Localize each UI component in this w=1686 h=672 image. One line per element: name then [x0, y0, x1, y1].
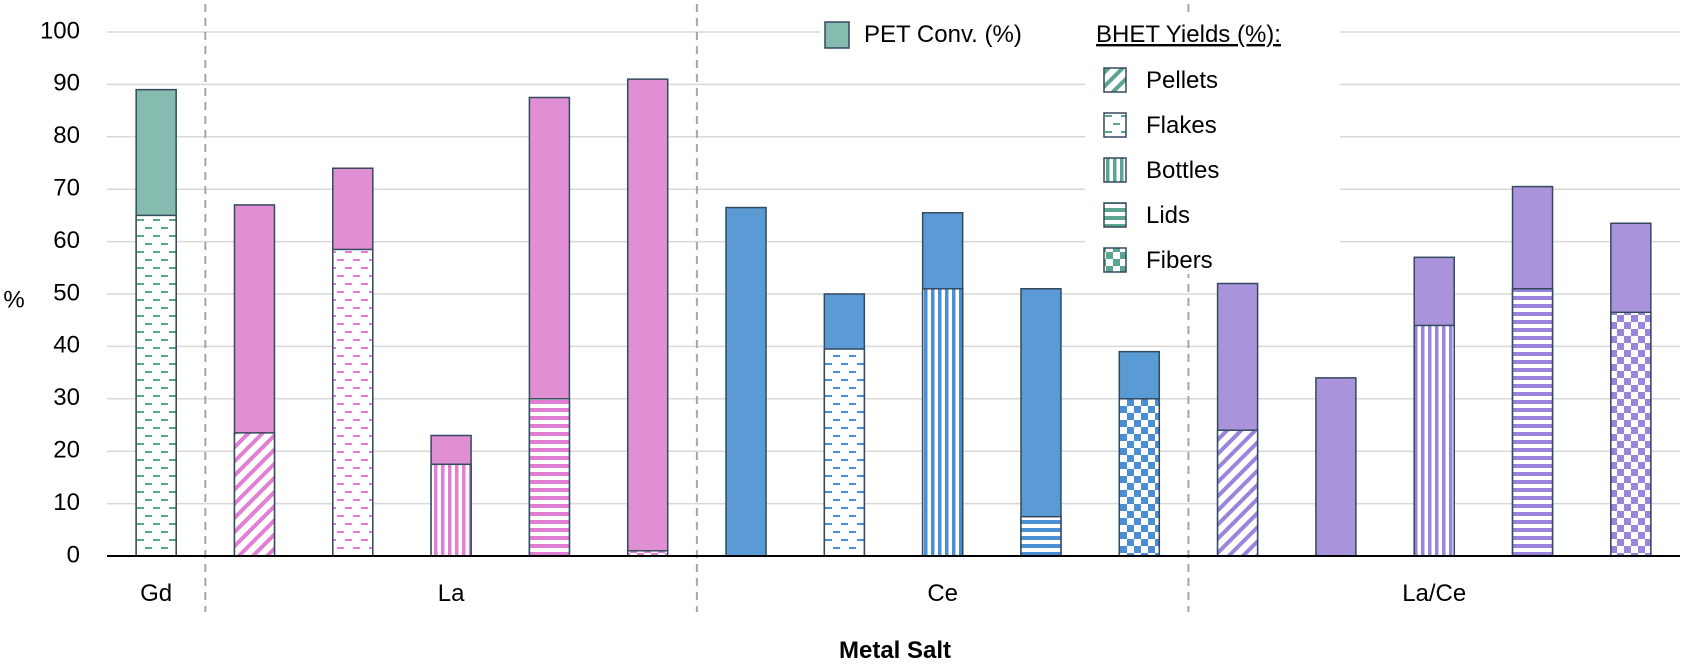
bar-bhet-yield: [1610, 311, 1652, 557]
legend: PET Conv. (%) BHET Yields (%): Pellets Fl…: [824, 21, 1281, 274]
legend-swatch-bottles: [1103, 157, 1127, 183]
bar-bhet-yield: [332, 248, 374, 557]
legend-yield-heading: BHET Yields (%):: [1096, 21, 1281, 48]
legend-label-pellets: Pellets: [1146, 67, 1218, 94]
bar-la-ce-lids: [1511, 185, 1554, 557]
legend-swatch-pellets: [1103, 67, 1127, 93]
y-tick-label-10: 10: [53, 489, 80, 516]
bar-la-flakes: [332, 167, 374, 557]
bar-la-fibers: [626, 78, 669, 557]
legend-conv-label: PET Conv. (%): [864, 21, 1022, 48]
category-label-la: La: [438, 580, 465, 607]
bar-bhet-yield: [823, 348, 866, 557]
y-tick-label-80: 80: [53, 122, 80, 149]
y-tick-label-0: 0: [67, 541, 80, 568]
bar-bhet-yield: [921, 288, 964, 557]
bar-ce-lids: [1020, 288, 1062, 557]
y-tick-labels: 0 10 20 30 40 50 60 70 80 90 100: [40, 17, 80, 568]
y-tick-label-30: 30: [53, 384, 80, 411]
bar-ce-flakes: [823, 293, 866, 557]
bar-la-bottles: [430, 434, 472, 557]
y-tick-label-50: 50: [53, 279, 80, 306]
category-labels: Gd La Ce La/Ce: [140, 580, 1466, 607]
legend-pattern-items: Pellets Flakes Bottles Lids Fibers: [1103, 67, 1219, 274]
bar-la-pellets: [233, 204, 276, 557]
y-tick-label-90: 90: [53, 70, 80, 97]
bar-la-ce-bottles: [1413, 256, 1455, 557]
legend-swatch-flakes: [1103, 112, 1127, 138]
bars: [135, 78, 1652, 557]
bar-la-ce-pellets: [1216, 282, 1259, 557]
bar-pet-conv: [1315, 377, 1357, 557]
legend-label-flakes: Flakes: [1146, 112, 1217, 139]
category-label-la-ce: La/Ce: [1402, 580, 1466, 607]
y-tick-label-60: 60: [53, 227, 80, 254]
legend-label-bottles: Bottles: [1146, 157, 1219, 184]
bar-ce-pellets: [725, 206, 767, 557]
bar-bhet-yield: [135, 214, 177, 557]
legend-label-fibers: Fibers: [1146, 247, 1213, 274]
y-axis-title: %: [3, 286, 24, 313]
bar-bhet-yield: [1118, 398, 1161, 557]
bar-bhet-yield: [1511, 288, 1554, 557]
legend-label-lids: Lids: [1146, 202, 1190, 229]
legend-conv-swatch: [824, 21, 850, 49]
legend-yield-bg: [1085, 12, 1340, 274]
bar-la-lids: [528, 96, 571, 557]
x-axis-title: Metal Salt: [839, 637, 951, 664]
legend-swatch-fibers: [1103, 247, 1127, 273]
bar-bhet-yield: [430, 463, 472, 557]
category-label-gd: Gd: [140, 580, 172, 607]
bar-bhet-yield: [1216, 429, 1259, 557]
bar-pet-conv: [725, 206, 767, 557]
legend-swatch-lids: [1103, 202, 1127, 228]
y-tick-label-40: 40: [53, 332, 80, 359]
bar-gd-flakes: [135, 88, 177, 557]
y-tick-label-20: 20: [53, 437, 80, 464]
bar-pet-conv: [1020, 288, 1062, 557]
bar-pet-conv: [626, 78, 669, 557]
y-tick-label-100: 100: [40, 17, 80, 44]
bar-la-ce-fibers: [1610, 222, 1652, 557]
legend-conv-bg: [820, 12, 1090, 52]
y-tick-label-70: 70: [53, 175, 80, 202]
bar-bhet-yield: [233, 432, 276, 557]
bar-bhet-yield: [1020, 515, 1062, 557]
bar-bhet-yield: [528, 398, 571, 557]
bar-ce-fibers: [1118, 350, 1161, 557]
category-label-ce: Ce: [927, 580, 958, 607]
bar-la-ce-flakes: [1315, 377, 1357, 557]
bar-bhet-yield: [1413, 324, 1455, 557]
bar-ce-bottles: [921, 212, 964, 557]
